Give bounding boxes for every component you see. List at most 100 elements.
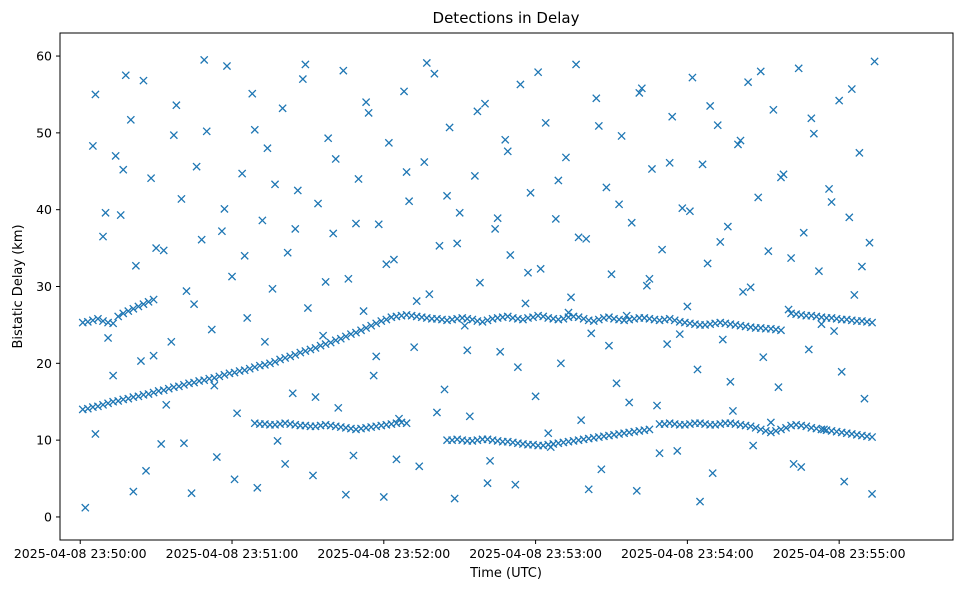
data-point: [491, 224, 500, 233]
data-point: [501, 135, 510, 144]
data-point: [402, 167, 411, 177]
data-point: [230, 368, 239, 377]
data-point: [346, 330, 355, 339]
data-point: [804, 345, 813, 354]
data-point: [511, 480, 520, 489]
data-point: [531, 392, 540, 401]
data-point: [324, 134, 333, 143]
data-point: [139, 76, 148, 85]
data-point: [114, 312, 123, 321]
data-point: [336, 334, 345, 343]
data-point: [794, 64, 803, 73]
data-point: [250, 125, 259, 134]
data-point: [577, 416, 586, 425]
data-point: [658, 245, 667, 254]
data-point: [291, 350, 300, 359]
data-point: [781, 423, 791, 432]
data-point: [258, 216, 267, 225]
data-point: [147, 174, 156, 183]
data-point: [238, 169, 247, 178]
data-point: [301, 60, 310, 69]
data-point: [574, 233, 583, 242]
data-point: [564, 308, 573, 317]
data-point: [847, 85, 856, 94]
data-point: [286, 352, 295, 361]
data-point: [733, 140, 743, 149]
data-point: [109, 319, 118, 328]
data-point: [190, 300, 199, 309]
data-point: [617, 131, 626, 140]
data-point: [331, 336, 340, 345]
data-point: [283, 248, 292, 257]
data-point: [197, 235, 206, 244]
data-point: [116, 210, 125, 220]
data-point: [867, 318, 877, 327]
data-point: [303, 303, 312, 313]
data-point: [182, 287, 191, 296]
x-tick-label: 2025-04-08 23:51:00: [166, 546, 299, 561]
data-point: [301, 346, 310, 356]
data-point: [217, 227, 226, 236]
data-point: [460, 321, 469, 330]
data-point: [129, 487, 138, 496]
data-point: [738, 287, 748, 296]
data-point: [756, 67, 765, 76]
data-point: [673, 446, 682, 455]
data-point: [316, 341, 325, 350]
data-point: [273, 436, 282, 445]
data-point: [716, 237, 725, 247]
data-point: [754, 193, 763, 202]
data-point: [119, 309, 128, 318]
data-point: [372, 319, 381, 328]
data-point: [359, 307, 368, 316]
data-point: [190, 378, 199, 387]
data-point: [766, 418, 775, 427]
data-point: [637, 84, 646, 93]
data-point: [632, 486, 641, 495]
data-point: [296, 348, 305, 357]
data-point: [665, 314, 674, 323]
data-point: [516, 80, 525, 89]
data-point: [625, 398, 634, 407]
data-point: [706, 101, 715, 111]
data-point: [278, 104, 287, 113]
y-tick-label: 40: [36, 202, 52, 217]
y-tick-label: 50: [36, 125, 52, 140]
data-point: [263, 144, 272, 153]
data-point: [726, 377, 735, 386]
data-point: [615, 200, 624, 209]
data-point: [544, 429, 553, 438]
data-point: [551, 214, 560, 223]
data-point: [230, 475, 239, 484]
data-point: [111, 151, 120, 160]
y-axis-label: Bistatic Delay (km): [11, 224, 26, 348]
data-point: [362, 323, 371, 333]
data-point: [149, 351, 158, 360]
data-point: [723, 222, 732, 231]
data-point: [104, 333, 113, 343]
data-point: [410, 343, 419, 352]
data-point: [215, 372, 224, 381]
data-point: [475, 278, 484, 287]
data-point: [311, 343, 320, 353]
data-point: [210, 373, 219, 382]
data-point: [561, 153, 571, 162]
data-point: [382, 315, 391, 324]
data-point: [473, 107, 482, 116]
data-point: [837, 367, 846, 376]
data-point: [506, 250, 515, 260]
data-point: [321, 277, 330, 286]
data-point: [374, 220, 383, 229]
data-point: [465, 412, 474, 421]
data-point: [594, 121, 603, 131]
data-point: [270, 180, 280, 189]
y-tick-label: 60: [36, 49, 52, 64]
data-point: [572, 60, 581, 69]
data-point: [329, 229, 338, 238]
data-point: [655, 449, 664, 458]
series-rising-track: [78, 313, 396, 414]
data-point: [98, 400, 108, 409]
data-point: [835, 96, 844, 105]
data-point: [222, 61, 232, 71]
